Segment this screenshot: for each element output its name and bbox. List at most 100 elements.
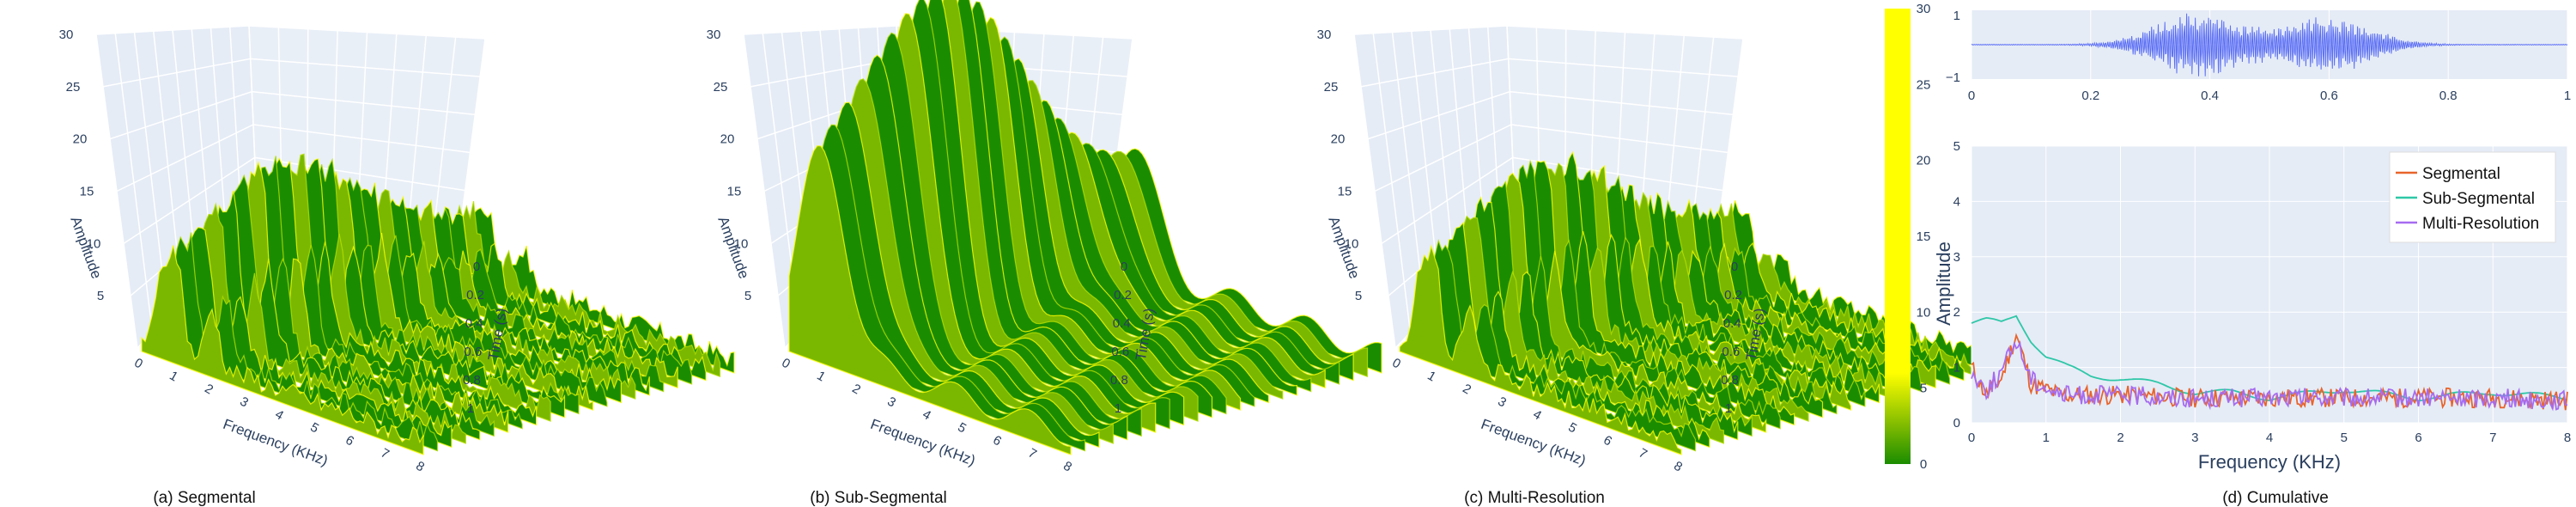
series-subsegmental	[1971, 315, 2568, 402]
cumulative-x-tick-label: 4	[2266, 431, 2273, 445]
x-tick-label: 3	[237, 394, 251, 411]
y-tick-label: 0	[1121, 260, 1127, 274]
wall-gridline	[95, 34, 138, 349]
surface-ridge	[957, 16, 1242, 412]
waveform-x-tick-label: 0.4	[2201, 89, 2219, 103]
wall-left	[1354, 26, 1516, 348]
z-tick-label: 5	[744, 289, 751, 303]
y-tick-label: 0.6	[464, 345, 482, 359]
waveform-x-tick-label: 0.2	[2081, 89, 2099, 103]
cumulative-y-axis-title: Amplitude	[1933, 241, 1954, 326]
y-tick-label: 1	[1725, 401, 1732, 416]
legend-label-segmental: Segmental	[2422, 165, 2500, 183]
legend: Segmental Sub-Segmental Multi-Resolution	[2389, 151, 2556, 243]
wall-gridline	[1353, 34, 1396, 349]
x-tick-label: 5	[307, 420, 321, 437]
cumulative-y-tick-label: 0	[1953, 416, 1960, 431]
x-tick-label: 6	[1601, 433, 1614, 449]
caption-a: (a) Segmental	[153, 489, 255, 507]
x-tick-label: 0	[779, 356, 793, 372]
y-tick-label: 0.6	[1722, 345, 1740, 359]
waveform-series	[1971, 13, 2568, 76]
x-tick-label: 8	[1060, 459, 1074, 475]
x-tick-label: 4	[920, 407, 933, 424]
colorbar-tick-label: 10	[1917, 305, 1931, 320]
y-tick-label: 0	[1731, 260, 1738, 274]
surface-ridge	[437, 200, 721, 378]
x-tick-label: 6	[990, 433, 1004, 449]
cumulative-y-tick-label: 4	[1953, 194, 1960, 209]
y-tick-label: 0.4	[465, 316, 483, 331]
x-tick-label: 7	[1025, 446, 1039, 462]
colorbar	[1885, 9, 1911, 464]
surface-ridge	[944, 1, 1227, 415]
x-tick-label: 1	[167, 369, 180, 385]
z-tick-label: 15	[727, 185, 742, 199]
waveform-y-tick-label: 1	[1953, 9, 1960, 23]
y-tick-label: 0.6	[1111, 345, 1129, 359]
x-tick-label: 2	[1460, 382, 1473, 398]
waveform-y-tick-label: −1	[1946, 70, 1960, 85]
x-tick-label: 4	[1530, 407, 1544, 424]
cumulative-y-tick-label: 1	[1953, 361, 1960, 376]
series-segmental	[1971, 333, 2568, 411]
colorbar-tick-label: 25	[1917, 77, 1931, 92]
surface-ridge	[901, 0, 1185, 426]
cumulative-x-tick-label: 8	[2564, 431, 2571, 445]
cumulative-x-tick-label: 5	[2341, 431, 2348, 445]
z-tick-label: 30	[59, 27, 74, 42]
waveform-x-tick-label: 1	[2564, 89, 2571, 103]
x-tick-label: 2	[849, 382, 863, 398]
waveform-x-tick-label: 0.8	[2439, 89, 2458, 103]
cumulative-x-axis-title: Frequency (KHz)	[2198, 451, 2341, 473]
waveform-x-tick-label: 0	[1968, 89, 1975, 103]
x-tick-label: 6	[343, 433, 356, 449]
surface-ridge	[141, 245, 424, 455]
y-tick-label: 0.2	[1724, 288, 1742, 302]
y-tick-label: 0.8	[1110, 373, 1128, 388]
z-tick-label: 25	[1324, 80, 1339, 95]
legend-label-subsegmental: Sub-Segmental	[2422, 190, 2535, 208]
x-tick-label: 1	[814, 369, 828, 385]
caption-d: (d) Cumulative	[2222, 489, 2329, 507]
z-tick-label: 20	[1331, 132, 1346, 147]
cumulative-y-tick-label: 3	[1953, 250, 1960, 265]
z-tick-label: 5	[1355, 289, 1362, 303]
cumulative-x-tick-label: 3	[2191, 431, 2198, 445]
wall-gridline	[1372, 33, 1412, 333]
z-tick-label: 25	[714, 80, 728, 95]
x-tick-label: 3	[884, 394, 898, 411]
z-tick-label: 5	[97, 289, 104, 303]
x-tick-label: 0	[1389, 356, 1403, 372]
y-tick-label: 0.2	[466, 288, 484, 302]
cumulative-x-tick-label: 6	[2415, 431, 2421, 445]
surface-ridge	[915, 0, 1199, 422]
z-tick-label: 30	[707, 27, 721, 42]
caption-c: (c) Multi-Resolution	[1464, 489, 1605, 507]
z-tick-label: 25	[66, 80, 81, 95]
cumulative-y-tick-label: 5	[1953, 139, 1960, 154]
x-tick-label: 4	[272, 407, 286, 424]
y-tick-label: 0.8	[1721, 373, 1739, 388]
x-tick-label: 8	[413, 459, 427, 475]
surface-ridge	[1399, 243, 1682, 455]
z-tick-label: 20	[720, 132, 735, 147]
waveform-x-tick-label: 0.6	[2320, 89, 2338, 103]
z-tick-label: 10	[734, 236, 749, 251]
colorbar-tick-label: 5	[1920, 382, 1927, 396]
cumulative-x-tick-label: 0	[1968, 431, 1975, 445]
y-tick-label: 0.4	[1113, 316, 1131, 331]
x-tick-label: 3	[1495, 394, 1509, 411]
y-tick-label: 0.2	[1114, 288, 1132, 302]
x-tick-label: 1	[1425, 369, 1438, 385]
x-tick-label: 7	[378, 446, 392, 462]
cumulative-y-tick-label: 2	[1953, 305, 1960, 320]
colorbar-tick-label: 15	[1917, 229, 1931, 244]
legend-label-multiresolution: Multi-Resolution	[2422, 215, 2539, 233]
cumulative-x-tick-label: 7	[2489, 431, 2496, 445]
y-tick-label: 0	[473, 260, 480, 274]
wall-gridline	[743, 34, 786, 349]
